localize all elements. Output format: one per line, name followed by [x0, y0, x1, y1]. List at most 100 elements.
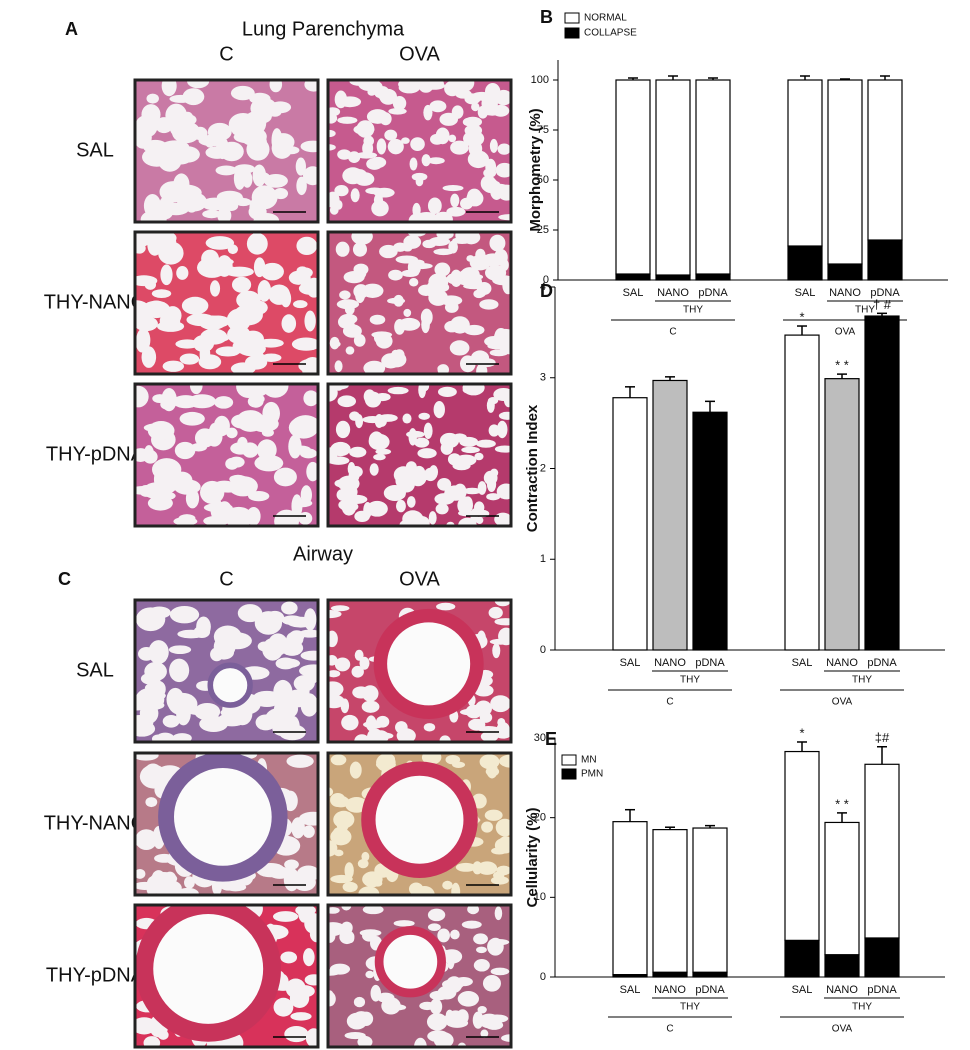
subgroup-label: THY: [852, 675, 872, 686]
alveolus: [395, 721, 408, 734]
alveolus: [225, 457, 239, 470]
alveolus: [365, 970, 375, 979]
y-tick-label: 100: [531, 74, 549, 86]
alveolus: [214, 258, 230, 270]
alveolus: [450, 193, 460, 208]
alveolus: [388, 1004, 407, 1011]
airway-lumen: [373, 608, 484, 719]
legend-swatch: [561, 768, 577, 780]
alveolus: [300, 140, 318, 153]
y-tick-label: 10: [534, 891, 546, 903]
alveolus: [501, 1034, 511, 1042]
alveolus: [494, 600, 511, 607]
alveolus: [437, 928, 450, 943]
alveolus: [349, 761, 362, 779]
alveolus: [497, 143, 511, 155]
significance-mark: *: [799, 309, 804, 324]
alveolus: [489, 234, 506, 252]
alveolus: [136, 328, 151, 352]
alveolus: [418, 412, 430, 420]
alveolus: [298, 680, 310, 702]
alveolus: [237, 604, 263, 623]
alveolus: [135, 115, 158, 138]
alveolus: [437, 364, 448, 373]
micrograph-border: [326, 751, 513, 897]
alveolus: [159, 311, 181, 331]
alveolus: [501, 339, 511, 355]
alveolus: [426, 281, 438, 298]
bar: [787, 245, 823, 281]
alveolus: [422, 240, 431, 248]
legend-label: COLLAPSE: [584, 28, 637, 39]
alveolus: [444, 80, 461, 97]
alveolus: [271, 128, 283, 153]
alveolus: [199, 342, 211, 366]
alveolus: [194, 428, 216, 448]
bar: [864, 937, 900, 978]
alveolus: [458, 278, 476, 286]
alveolus: [262, 401, 280, 425]
bar: [652, 971, 688, 978]
alveolus: [174, 441, 196, 460]
alveolus: [136, 608, 161, 628]
x-tick-label: pDNA: [695, 984, 725, 996]
micrograph: [328, 600, 511, 742]
alveolus: [402, 510, 424, 526]
alveolus: [476, 439, 496, 448]
bar: [695, 273, 731, 281]
alveolus: [155, 877, 173, 895]
bar: [827, 263, 863, 281]
alveolus: [305, 1028, 318, 1047]
alveolus: [354, 510, 370, 523]
alveolus: [348, 174, 370, 182]
alveolus: [282, 146, 300, 155]
alveolus: [464, 324, 485, 336]
alveolus: [184, 876, 195, 889]
alveolus: [330, 792, 346, 808]
alveolus: [169, 605, 200, 624]
alveolus: [135, 881, 156, 890]
alveolus: [427, 157, 445, 165]
alveolus: [359, 929, 382, 937]
alveolus: [157, 1030, 169, 1040]
bar: [784, 334, 820, 651]
alveolus: [302, 166, 318, 186]
alveolus: [328, 610, 342, 619]
alveolus: [328, 456, 350, 465]
alveolus: [365, 187, 385, 195]
y-tick-label: 25: [537, 224, 549, 236]
alveolus: [488, 938, 510, 946]
alveolus: [441, 949, 463, 964]
alveolus: [369, 314, 386, 325]
alveolus: [214, 396, 234, 409]
alveolus: [455, 862, 476, 872]
alveolus: [254, 454, 284, 472]
alveolus: [359, 656, 370, 670]
alveolus: [355, 151, 378, 159]
alveolus: [142, 147, 172, 167]
panel-label: B: [540, 7, 553, 27]
group-label: OVA: [832, 1024, 853, 1035]
alveolus: [181, 192, 207, 212]
airway-lumen: [361, 761, 478, 879]
alveolus: [135, 868, 146, 879]
alveolus: [162, 360, 185, 372]
alveolus: [224, 506, 253, 526]
alveolus: [337, 116, 358, 124]
alveolus: [461, 446, 480, 454]
alveolus: [462, 386, 480, 395]
alveolus: [437, 282, 450, 292]
alveolus: [498, 627, 511, 646]
alveolus: [247, 300, 268, 315]
alveolus: [135, 385, 149, 408]
alveolus: [179, 411, 205, 426]
y-tick-label: 0: [540, 644, 546, 656]
micrograph-border: [133, 751, 320, 897]
alveolus: [497, 836, 511, 854]
alveolus: [392, 95, 407, 111]
alveolus: [449, 340, 470, 356]
alveolus: [332, 827, 344, 845]
bar: [867, 79, 903, 241]
alveolus: [492, 275, 511, 286]
alveolus: [291, 817, 305, 839]
